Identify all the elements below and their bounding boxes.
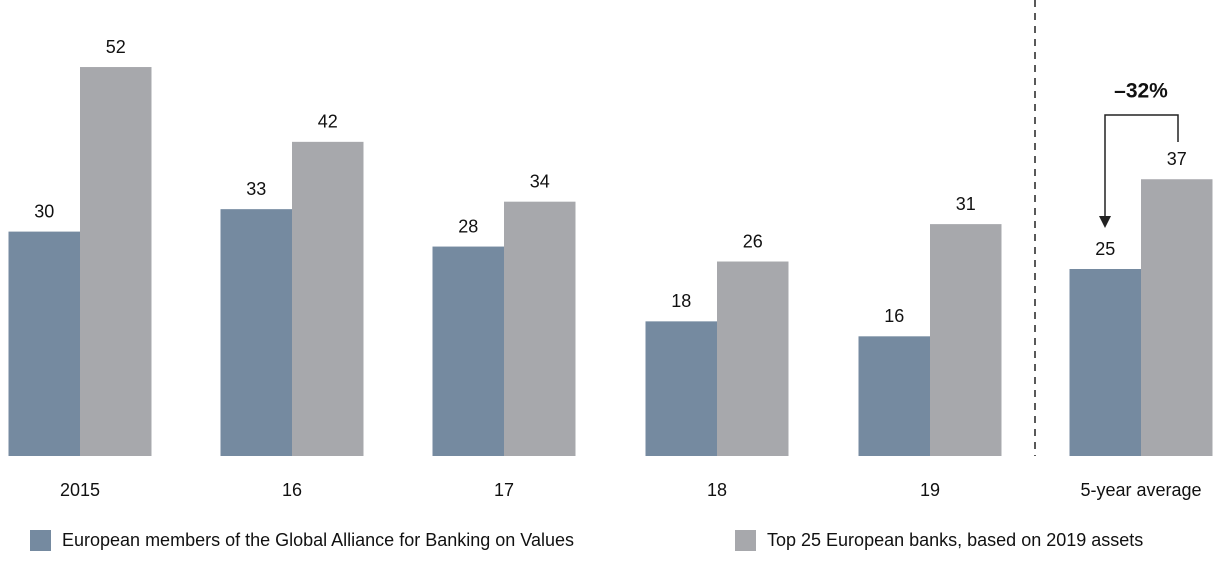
x-tick-label: 16 <box>282 480 302 500</box>
x-tick-label: 17 <box>494 480 514 500</box>
bar <box>717 261 789 456</box>
data-label: 34 <box>530 171 550 191</box>
data-label: 31 <box>956 194 976 214</box>
data-label: 16 <box>884 306 904 326</box>
bar <box>8 231 80 456</box>
data-label: 42 <box>318 112 338 132</box>
bar <box>858 336 930 456</box>
x-tick-label: 19 <box>920 480 940 500</box>
data-label: 37 <box>1167 149 1187 169</box>
legend-label: Top 25 European banks, based on 2019 ass… <box>767 530 1143 550</box>
bar <box>292 141 364 456</box>
bar <box>220 209 292 456</box>
x-tick-label: 5-year average <box>1080 480 1201 500</box>
legend-swatch <box>30 530 51 551</box>
legend-label: European members of the Global Alliance … <box>62 530 574 550</box>
data-label: 33 <box>246 179 266 199</box>
bar <box>930 224 1002 456</box>
legend-swatch <box>735 530 756 551</box>
bar <box>80 67 152 456</box>
x-tick-label: 18 <box>707 480 727 500</box>
data-label: 52 <box>106 37 126 57</box>
bracket <box>1104 114 1179 222</box>
data-label: 25 <box>1095 239 1115 259</box>
bar <box>1141 179 1213 457</box>
bar <box>432 246 504 456</box>
arrow-head <box>1099 216 1111 228</box>
bar <box>645 321 717 456</box>
data-label: 26 <box>743 231 763 251</box>
x-tick-label: 2015 <box>60 480 100 500</box>
data-label: 18 <box>671 291 691 311</box>
bar <box>504 201 576 456</box>
data-label: 30 <box>34 201 54 221</box>
annotation: –32% <box>1114 80 1168 103</box>
data-label: 28 <box>458 216 478 236</box>
bar <box>1069 269 1141 456</box>
